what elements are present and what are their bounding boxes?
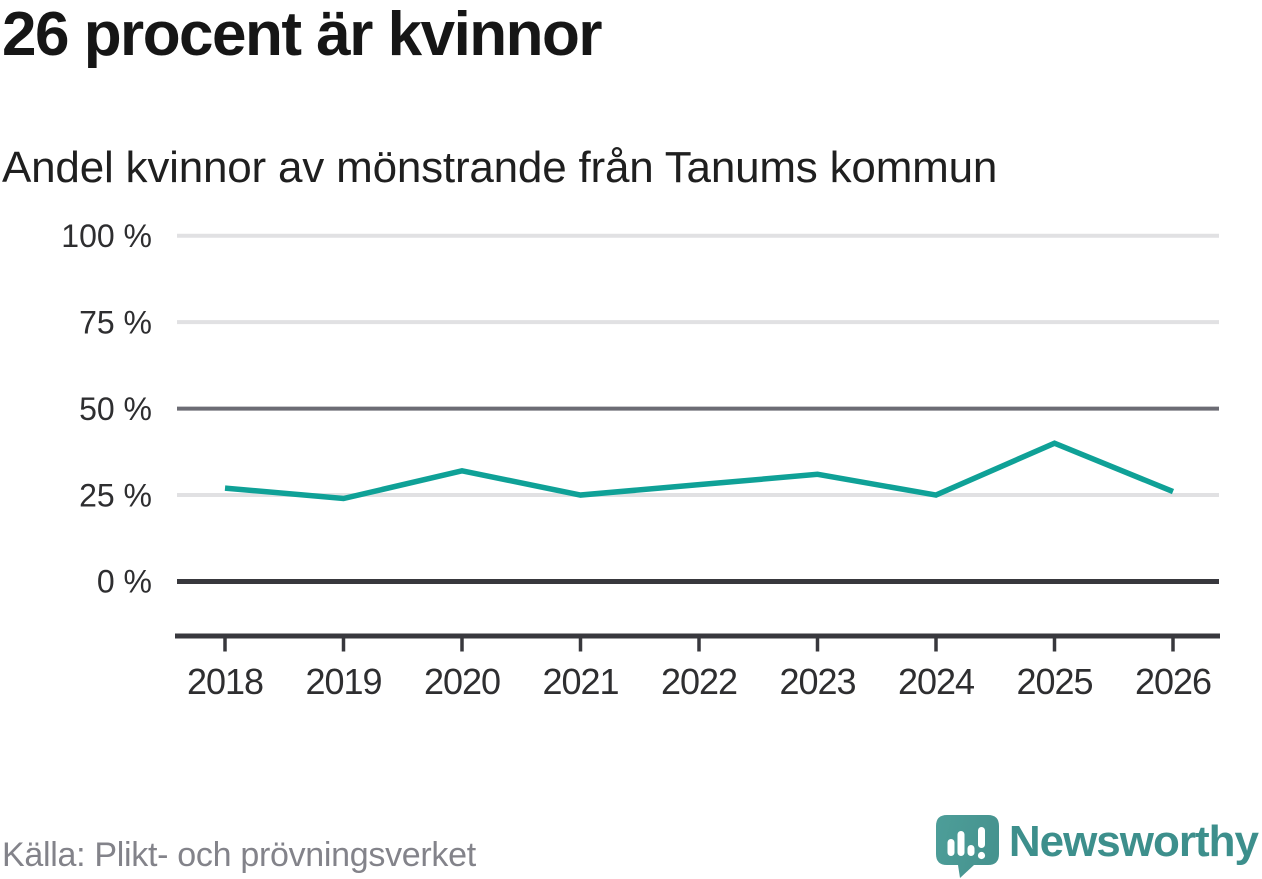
x-axis-label-2020: 2020 [424,661,500,702]
newsworthy-bubble-chart-icon [935,815,999,878]
y-axis-label-75: 75 % [79,304,152,340]
x-axis-label-2025: 2025 [1016,661,1092,702]
x-axis-label-2018: 2018 [187,661,263,702]
y-axis-label-50: 50 % [79,391,152,427]
x-axis-label-2023: 2023 [779,661,855,702]
y-axis-label-25: 25 % [79,477,152,513]
newsworthy-logo: Newsworthy [935,815,1259,878]
trend-line [224,440,1175,502]
exclamation-dot-icon [977,851,985,860]
bar-icon-2 [957,831,965,856]
newsworthy-wordmark: Newsworthy [1008,816,1259,866]
x-axis-label-2024: 2024 [898,661,974,702]
chart-subtitle: Andel kvinnor av mönstrande från Tanums … [2,143,998,192]
chart-title: 26 procent är kvinnor [2,0,603,69]
x-axis-label-2026: 2026 [1135,661,1211,702]
bar-icon-3 [967,845,975,856]
source-attribution: Källa: Plikt- och prövningsverket [2,836,476,874]
exclamation-bar-icon [977,827,985,848]
y-axis-label-0: 0 % [97,564,152,600]
y-axis-label-100: 100 % [61,218,152,254]
speech-bubble-shape [935,815,999,878]
bar-icon-1 [947,839,955,856]
x-axis-label-2021: 2021 [542,661,618,702]
x-axis-label-2022: 2022 [661,661,737,702]
x-axis-label-2019: 2019 [305,661,381,702]
